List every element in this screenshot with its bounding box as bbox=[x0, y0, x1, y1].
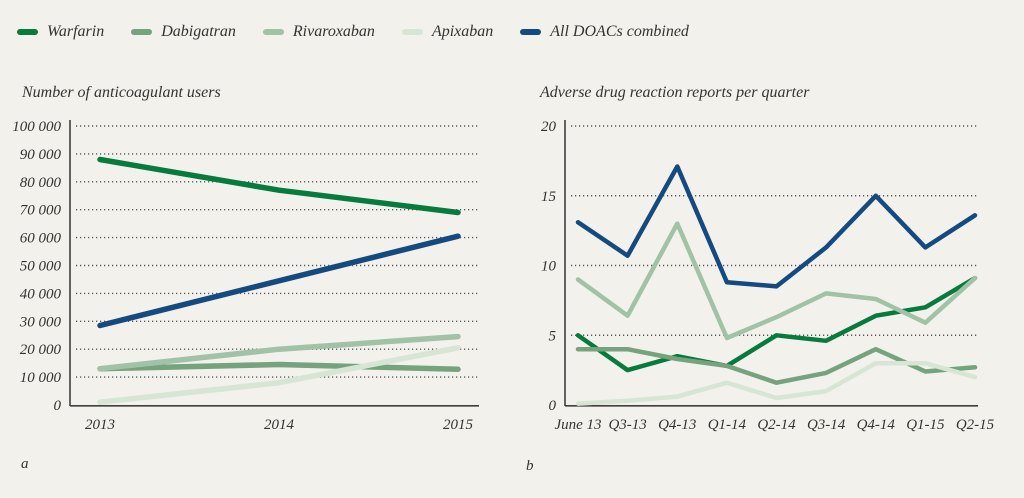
svg-text:Q1-15: Q1-15 bbox=[906, 417, 945, 433]
legend-label-rivaroxaban: Rivaroxaban bbox=[292, 23, 375, 40]
users-chart-title: Number of anticoagulant users bbox=[22, 84, 221, 101]
svg-text:June 13: June 13 bbox=[554, 417, 601, 433]
legend-label-dabigatran: Dabigatran bbox=[161, 23, 236, 40]
svg-text:10 000: 10 000 bbox=[20, 370, 62, 386]
panel-b-footnote-label: b bbox=[526, 458, 534, 474]
svg-text:10: 10 bbox=[541, 259, 557, 275]
svg-text:Q3-13: Q3-13 bbox=[608, 417, 646, 433]
svg-text:15: 15 bbox=[541, 189, 557, 205]
legend-label-warfarin: Warfarin bbox=[47, 23, 105, 40]
svg-text:30 000: 30 000 bbox=[19, 314, 62, 330]
adr-chart-svg: 0 5 10 15 20 June 13 Q3-13 Q4-13 Q1-14 Q2-14 Q3-14… bbox=[541, 119, 995, 433]
dabigatran-line-swatch-icon bbox=[131, 29, 153, 35]
panel-a-footnote-label: a bbox=[21, 456, 29, 472]
svg-text:0: 0 bbox=[549, 398, 557, 414]
svg-text:5: 5 bbox=[549, 328, 557, 344]
legend-label-apixaban: Apixaban bbox=[431, 23, 494, 40]
legend-item-warfarin: Warfarin bbox=[17, 24, 104, 40]
legend-item-dabigatran: Dabigatran bbox=[131, 24, 236, 40]
svg-text:70 000: 70 000 bbox=[20, 203, 62, 219]
svg-text:Q3-14: Q3-14 bbox=[807, 417, 846, 433]
svg-text:Q2-14: Q2-14 bbox=[757, 417, 796, 433]
svg-text:Q2-15: Q2-15 bbox=[956, 417, 995, 433]
svg-text:60 000: 60 000 bbox=[20, 231, 62, 247]
svg-text:50 000: 50 000 bbox=[20, 259, 62, 275]
svg-text:20: 20 bbox=[541, 119, 557, 135]
legend-item-apixaban: Apixaban bbox=[401, 23, 494, 40]
svg-text:80 000: 80 000 bbox=[20, 175, 62, 191]
svg-text:2015: 2015 bbox=[443, 417, 474, 433]
rivaroxaban-line-swatch-icon bbox=[262, 29, 284, 35]
adr-chart-title: Adverse drug reaction reports per quarte… bbox=[540, 84, 810, 101]
users-chart-svg: 0 10 000 20 000 30 000 40 000 50 000 60 000 70 … bbox=[12, 119, 479, 433]
svg-text:Q4-13: Q4-13 bbox=[658, 417, 696, 433]
legend-item-rivaroxaban: Rivaroxaban bbox=[262, 23, 375, 40]
svg-text:2013: 2013 bbox=[85, 417, 115, 433]
svg-text:100 000: 100 000 bbox=[12, 119, 61, 135]
svg-text:0: 0 bbox=[54, 398, 62, 414]
svg-text:90 000: 90 000 bbox=[20, 147, 62, 163]
svg-text:40 000: 40 000 bbox=[20, 286, 62, 302]
svg-text:Q1-14: Q1-14 bbox=[708, 417, 747, 433]
adr-chart-panel: Adverse drug reaction reports per quarte… bbox=[538, 84, 995, 445]
apixaban-line-swatch-icon bbox=[401, 29, 423, 35]
svg-text:2014: 2014 bbox=[264, 417, 295, 433]
svg-text:Q4-14: Q4-14 bbox=[857, 417, 896, 433]
legend: Warfarin Dabigatran Rivaroxaban Apixaban… bbox=[17, 24, 689, 40]
legend-label-all-doacs: All DOACs combined bbox=[550, 23, 689, 40]
all-doacs-line-swatch-icon bbox=[520, 29, 542, 35]
legend-item-all-doacs: All DOACs combined bbox=[520, 24, 689, 40]
svg-text:20 000: 20 000 bbox=[20, 342, 62, 358]
users-chart-panel: Number of anticoagulant users 0 10 000 20 … bbox=[12, 84, 490, 445]
warfarin-line-swatch-icon bbox=[17, 29, 38, 35]
